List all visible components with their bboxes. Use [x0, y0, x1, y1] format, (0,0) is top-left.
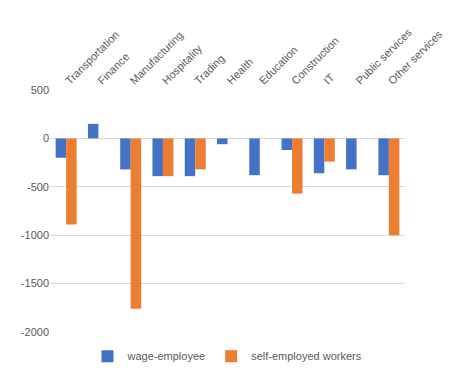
svg-text:-1500: -1500 [21, 277, 49, 289]
svg-text:Construction: Construction [289, 34, 341, 86]
svg-text:Manufacturing: Manufacturing [127, 29, 185, 87]
svg-text:-2000: -2000 [21, 326, 49, 338]
svg-text:Other services: Other services [386, 28, 445, 87]
svg-text:-1000: -1000 [21, 229, 49, 241]
svg-text:-500: -500 [27, 181, 49, 193]
svg-text:Public services: Public services [353, 26, 414, 87]
svg-text:0: 0 [43, 132, 49, 144]
svg-text:Hospitality: Hospitality [160, 42, 205, 87]
svg-text:Education: Education [257, 44, 300, 87]
svg-text:wage-employee: wage-employee [127, 350, 206, 362]
svg-text:500: 500 [31, 84, 49, 96]
svg-text:Health: Health [224, 56, 255, 87]
svg-text:Finance: Finance [95, 50, 131, 86]
svg-text:self-employed workers: self-employed workers [251, 350, 362, 362]
svg-text:IT: IT [321, 71, 337, 87]
svg-text:Transportation: Transportation [63, 28, 121, 86]
svg-text:Trading: Trading [192, 52, 227, 87]
